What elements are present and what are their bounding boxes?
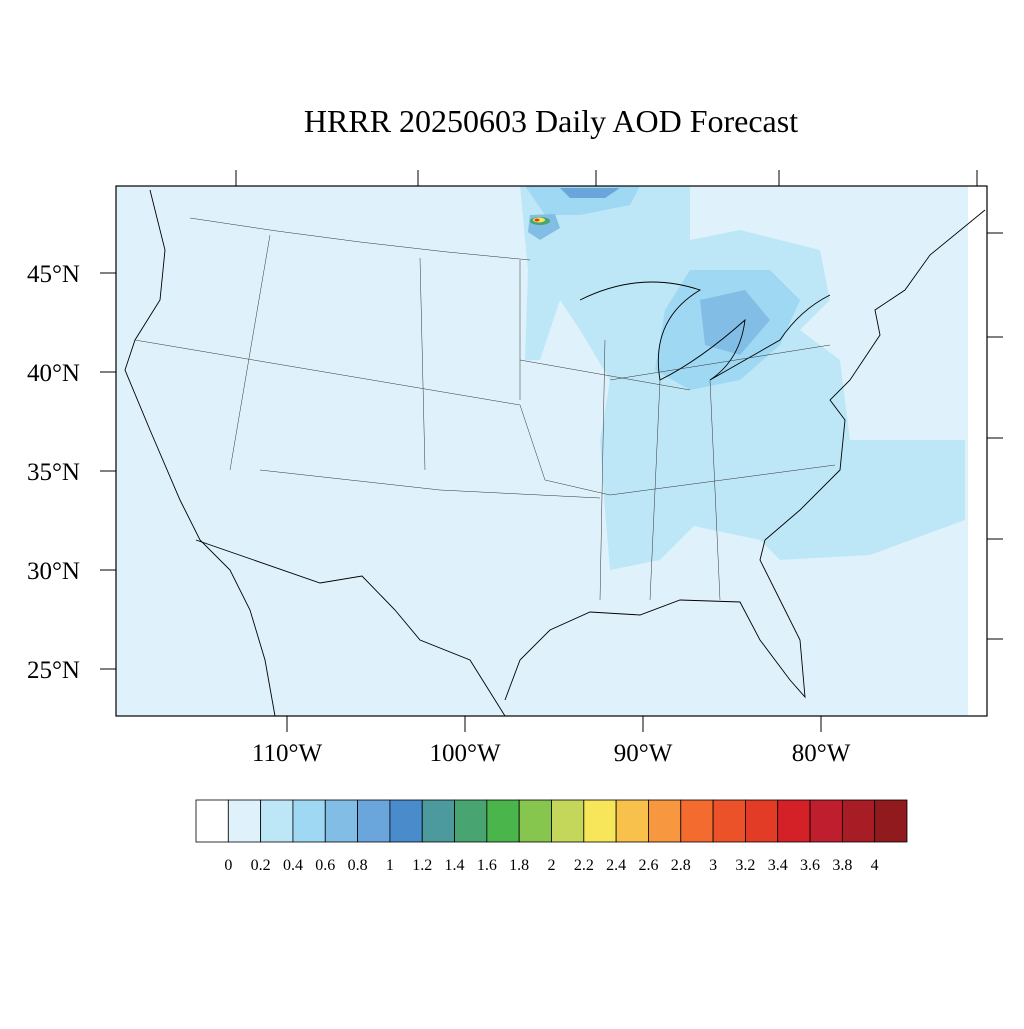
colorbar-label: 2.4 bbox=[606, 857, 626, 874]
colorbar-label: 0.4 bbox=[283, 857, 303, 874]
lat-label: 25°N bbox=[27, 657, 80, 684]
lon-label: 110°W bbox=[252, 740, 323, 767]
lon-label: 90°W bbox=[614, 740, 673, 767]
aod-region bbox=[700, 290, 770, 355]
colorbar-label: 0.6 bbox=[315, 857, 335, 874]
colorbar-label: 3.8 bbox=[832, 857, 852, 874]
color-box bbox=[421, 799, 455, 843]
axes: 45°N 40°N 35°N 30°N 25°N 110°W 100°W 90°W 80°W bbox=[27, 261, 851, 767]
color-box bbox=[648, 799, 682, 843]
color-box bbox=[551, 799, 585, 843]
state-borders bbox=[134, 217, 836, 601]
color-box bbox=[874, 799, 908, 843]
color-box bbox=[680, 799, 714, 843]
coastline bbox=[124, 189, 986, 717]
color-box bbox=[712, 799, 746, 843]
aod-region bbox=[520, 186, 965, 570]
colorbar: 0 0.2 0.4 0.6 0.8 1 1.2 1.4 1.6 1.8 2 2.2 2.4 2.6 2.8 3… bbox=[195, 799, 908, 874]
color-box bbox=[583, 799, 617, 843]
colorbar-label: 3.2 bbox=[735, 857, 755, 874]
lat-label: 30°N bbox=[27, 558, 80, 585]
aod-region bbox=[560, 188, 620, 198]
color-box bbox=[615, 799, 649, 843]
color-box bbox=[454, 799, 488, 843]
color-box bbox=[389, 799, 423, 843]
map-edge bbox=[968, 186, 987, 716]
aod-region bbox=[665, 460, 965, 540]
colorbar-label: 1.2 bbox=[412, 857, 432, 874]
color-box bbox=[324, 799, 358, 843]
colorbar-label: 2.8 bbox=[671, 857, 691, 874]
color-box bbox=[292, 799, 326, 843]
colorbar-label: 3.6 bbox=[800, 857, 820, 874]
colorbar-label: 2.6 bbox=[638, 857, 658, 874]
colorbar-label: 1 bbox=[386, 857, 394, 874]
colorbar-label: 0.8 bbox=[348, 857, 368, 874]
colorbar-label: 2 bbox=[548, 857, 556, 874]
color-box bbox=[195, 799, 229, 843]
colorbar-label: 1.8 bbox=[509, 857, 529, 874]
frame-ticks bbox=[235, 170, 1003, 640]
colorbar-label: 2.2 bbox=[574, 857, 594, 874]
map-frame bbox=[115, 185, 988, 717]
color-box bbox=[260, 799, 294, 843]
map bbox=[115, 170, 1003, 717]
colorbar-label: 0 bbox=[224, 857, 232, 874]
title: HRRR 20250603 Daily AOD Forecast bbox=[304, 103, 798, 139]
smoke-plume bbox=[534, 218, 540, 222]
color-box bbox=[518, 799, 552, 843]
color-box bbox=[777, 799, 811, 843]
lat-label: 35°N bbox=[27, 459, 80, 486]
color-box bbox=[486, 799, 520, 843]
color-box bbox=[227, 799, 262, 843]
colorbar-label: 3 bbox=[709, 857, 717, 874]
color-box bbox=[841, 799, 876, 843]
lat-label: 40°N bbox=[27, 360, 80, 387]
colorbar-label: 0.2 bbox=[251, 857, 271, 874]
lat-label: 45°N bbox=[27, 261, 80, 288]
color-box bbox=[745, 799, 779, 843]
colorbar-label: 1.6 bbox=[477, 857, 497, 874]
lon-label: 100°W bbox=[429, 740, 500, 767]
color-box bbox=[357, 799, 391, 843]
colorbar-label: 1.4 bbox=[445, 857, 465, 874]
colorbar-label: 3.4 bbox=[768, 857, 788, 874]
colorbar-label: 4 bbox=[871, 857, 879, 874]
color-box bbox=[809, 799, 843, 843]
lon-label: 80°W bbox=[792, 740, 851, 767]
